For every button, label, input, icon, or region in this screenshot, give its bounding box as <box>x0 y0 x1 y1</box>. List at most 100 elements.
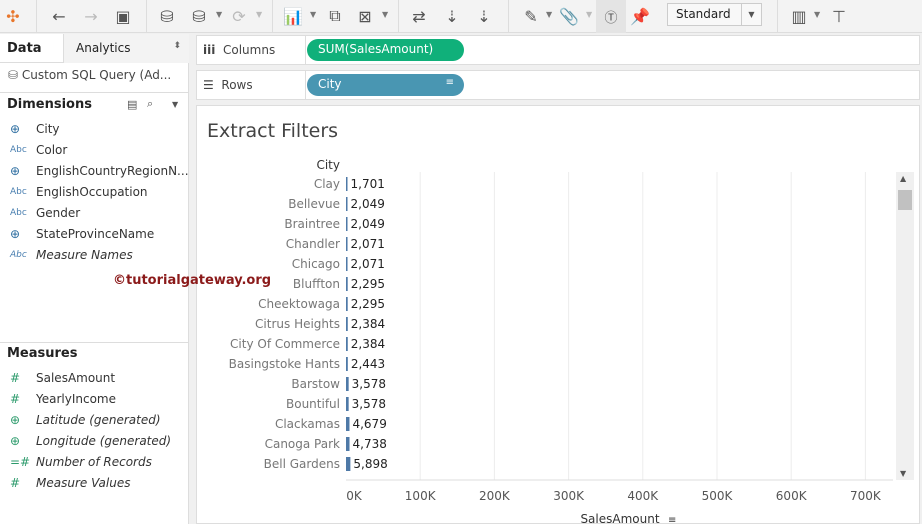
measure-icon: # <box>10 371 21 385</box>
abc-icon: Abc <box>10 250 27 260</box>
tab-analytics-label: Analytics <box>76 41 131 55</box>
measure-field[interactable]: ⊕ Longitude (generated) <box>10 432 171 450</box>
measures-header: Measures <box>7 346 78 361</box>
tab-data[interactable]: Data <box>7 41 42 56</box>
toolbar: ✣ ← → ▣ ⛁ ⛁ ▼ ⟳ ▼ 📊 ▼ ⧉ ⊠ ▼ ⇄ ⇣ ⇣ ✎ ▼ 📎 … <box>0 0 922 33</box>
dimension-field[interactable]: ⊕ EnglishCountryRegionN... <box>10 162 189 180</box>
field-label: Measure Values <box>36 476 131 490</box>
rows-label: ☰ Rows <box>203 78 253 92</box>
show-me-icon[interactable]: ▥ <box>791 6 807 26</box>
rows-shelf: ☰ Rows City ≡ <box>196 70 920 100</box>
new-worksheet-icon[interactable]: 📊 <box>283 6 303 26</box>
clear-sheet-icon[interactable]: ⊠ <box>358 6 372 26</box>
attach-icon[interactable]: 📎 <box>559 6 579 26</box>
search-icon[interactable]: ⌕ <box>147 97 154 110</box>
measure-field[interactable]: # SalesAmount <box>10 369 115 387</box>
chevron-down-icon[interactable]: ▼ <box>814 10 821 19</box>
sheet-title: Extract Filters <box>207 120 339 142</box>
datasource-name: Custom SQL Query (Ad... <box>21 68 172 82</box>
field-label: EnglishCountryRegionN... <box>36 164 189 178</box>
rows-label-text: Rows <box>221 78 253 92</box>
chevron-down-icon[interactable]: ▼ <box>310 10 317 19</box>
columns-label: iii Columns <box>203 43 275 57</box>
dimensions-header: Dimensions <box>7 97 92 112</box>
globe-icon: ⊕ <box>10 413 21 427</box>
swap-icon[interactable]: ⇄ <box>412 6 426 26</box>
columns-icon: iii <box>203 43 216 57</box>
field-label: Latitude (generated) <box>36 413 161 427</box>
field-label: StateProvinceName <box>36 227 155 241</box>
sort-icon: ≡ <box>445 77 454 88</box>
columns-shelf: iii Columns SUM(SalesAmount) <box>196 35 920 65</box>
chevron-down-icon[interactable]: ▼ <box>256 10 263 19</box>
measure-field[interactable]: # YearlyIncome <box>10 390 116 408</box>
sort-descending-icon[interactable]: ⇣ <box>477 6 491 26</box>
chevron-down-icon[interactable]: ▼ <box>546 10 553 19</box>
rows-icon: ☰ <box>203 78 214 92</box>
chevron-down-icon: ▼ <box>741 4 761 25</box>
field-label: SalesAmount <box>36 371 116 385</box>
save-icon[interactable]: ▣ <box>115 6 131 26</box>
back-icon[interactable]: ← <box>52 6 66 26</box>
vertical-scrollbar[interactable]: ▲ ▼ <box>896 172 914 480</box>
dimension-field[interactable]: Abc Color <box>10 141 67 159</box>
tab-analytics[interactable]: Analytics ⬍ <box>63 34 189 63</box>
scroll-down-icon[interactable]: ▼ <box>900 469 907 478</box>
calculated-measure-icon: =# <box>10 455 31 469</box>
database-icon: ⛁ <box>8 68 22 82</box>
duplicate-icon[interactable]: ⧉ <box>329 6 341 25</box>
refresh-icon[interactable]: ⟳ <box>232 6 246 26</box>
new-datasource-icon[interactable]: ⛁ <box>160 6 174 26</box>
field-label: Color <box>36 143 68 157</box>
highlight-icon[interactable]: ✎ <box>524 6 538 26</box>
chevron-down-icon[interactable]: ▼ <box>586 10 593 19</box>
field-label: YearlyIncome <box>36 392 116 406</box>
up-down-icon: ⬍ <box>173 41 181 51</box>
pause-updates-icon[interactable]: ⛁ <box>192 6 206 26</box>
show-labels-icon[interactable]: Ⓣ <box>596 0 626 33</box>
data-pane: Data Analytics ⬍ ⛁ Custom SQL Query (Ad..… <box>0 34 189 524</box>
list-view-icon[interactable]: ▤ <box>127 98 138 111</box>
chevron-down-icon[interactable]: ▼ <box>382 10 389 19</box>
field-label: Measure Names <box>36 248 133 262</box>
field-label: Number of Records <box>36 455 152 469</box>
abc-icon: Abc <box>10 187 27 197</box>
columns-label-text: Columns <box>222 43 276 57</box>
measure-field[interactable]: ⊕ Latitude (generated) <box>10 411 161 429</box>
tableau-logo-icon[interactable]: ✣ <box>6 6 20 26</box>
view-size-value: Standard <box>676 7 731 21</box>
city-pill[interactable]: City ≡ <box>307 74 464 96</box>
pin-icon[interactable]: 📌 <box>630 6 650 26</box>
globe-icon: ⊕ <box>10 227 21 241</box>
sum-salesamount-pill[interactable]: SUM(SalesAmount) <box>307 39 464 61</box>
dimension-field[interactable]: Abc Gender <box>10 204 80 222</box>
field-label: City <box>36 122 60 136</box>
globe-icon: ⊕ <box>10 164 21 178</box>
measure-field[interactable]: # Measure Values <box>10 474 130 492</box>
measure-icon: # <box>10 476 21 490</box>
presentation-icon[interactable]: ⊤ <box>832 6 846 26</box>
measure-icon: # <box>10 392 21 406</box>
dimension-field[interactable]: Abc EnglishOccupation <box>10 183 148 201</box>
scroll-thumb[interactable] <box>898 190 912 210</box>
globe-icon: ⊕ <box>10 122 21 136</box>
sort-ascending-icon[interactable]: ⇣ <box>445 6 459 26</box>
view-area: Extract Filters <box>196 105 920 524</box>
watermark: ©tutorialgateway.org <box>113 273 272 288</box>
dimension-field[interactable]: ⊕ City <box>10 120 60 138</box>
scroll-up-icon[interactable]: ▲ <box>900 174 907 183</box>
field-label: EnglishOccupation <box>36 185 148 199</box>
datasource-item[interactable]: ⛁ Custom SQL Query (Ad... <box>8 68 171 82</box>
field-label: Longitude (generated) <box>36 434 172 448</box>
forward-icon[interactable]: → <box>84 6 98 26</box>
city-pill-label: City <box>318 77 342 91</box>
chevron-down-icon[interactable]: ▼ <box>172 100 179 109</box>
chevron-down-icon[interactable]: ▼ <box>216 10 223 19</box>
globe-icon: ⊕ <box>10 434 21 448</box>
dimension-field[interactable]: Abc Measure Names <box>10 246 133 264</box>
field-label: Gender <box>36 206 81 220</box>
measure-field[interactable]: =# Number of Records <box>10 453 152 471</box>
dimension-field[interactable]: ⊕ StateProvinceName <box>10 225 154 243</box>
abc-icon: Abc <box>10 145 27 155</box>
view-size-select[interactable]: Standard ▼ <box>667 3 762 26</box>
